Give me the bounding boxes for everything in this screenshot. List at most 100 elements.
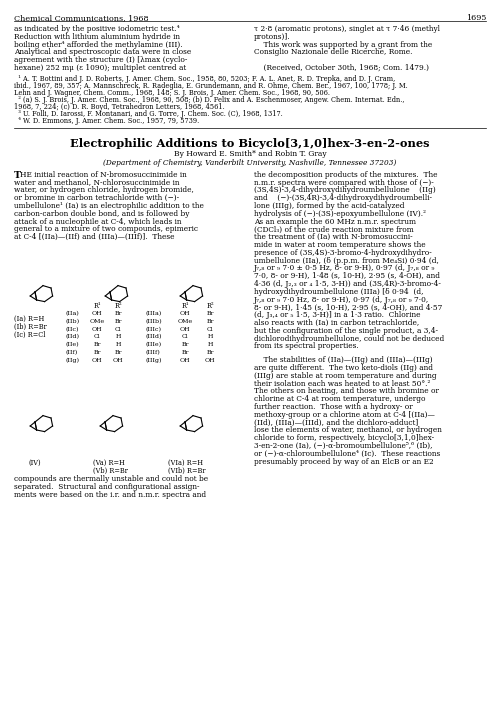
Text: As an example the 60 MHz n.m.r. spectrum: As an example the 60 MHz n.m.r. spectrum xyxy=(254,217,416,225)
Text: (Ib) R=Br: (Ib) R=Br xyxy=(14,323,47,331)
Text: hydrolysis of (−)-(3S)-epoxyumbellulone (IV).²: hydrolysis of (−)-(3S)-epoxyumbellulone … xyxy=(254,210,426,218)
Text: The stabilities of (IIa)—(IIg) and (IIIa)—(IIIg): The stabilities of (IIa)—(IIg) and (IIIa… xyxy=(254,356,432,364)
Text: (IIId): (IIId) xyxy=(145,334,162,339)
Text: lose the elements of water, methanol, or hydrogen: lose the elements of water, methanol, or… xyxy=(254,427,442,435)
Text: HE initial reaction of N-bromosuccinimide in: HE initial reaction of N-bromosuccinimid… xyxy=(20,171,187,179)
Text: (VIb) R=Br: (VIb) R=Br xyxy=(168,467,205,475)
Text: Cl: Cl xyxy=(114,326,121,331)
Text: (IIg): (IIg) xyxy=(65,358,79,363)
Text: presumably proceed by way of an ElcB or an E2: presumably proceed by way of an ElcB or … xyxy=(254,458,434,466)
Text: 3-en-2-one (Ia), (−)-α-bromoumbellulone⁵,⁶ (Ib),: 3-en-2-one (Ia), (−)-α-bromoumbellulone⁵… xyxy=(254,442,432,450)
Text: OH: OH xyxy=(205,358,215,362)
Text: 1695: 1695 xyxy=(466,14,486,22)
Text: Br: Br xyxy=(182,350,188,355)
Text: n.m.r. spectra were compared with those of (−)-: n.m.r. spectra were compared with those … xyxy=(254,178,434,186)
Text: 4·36 (d, J₂,₃ or ₄ 1·5, 3-H)) and (3S,4R)-3-bromo-4-: 4·36 (d, J₂,₃ or ₄ 1·5, 3-H)) and (3S,4R… xyxy=(254,280,441,288)
Text: (IIIf): (IIIf) xyxy=(145,350,160,355)
Text: their isolation each was heated to at least 50°.²: their isolation each was heated to at le… xyxy=(254,380,430,388)
Text: ¹ A. T. Bottini and J. D. Roberts, J. Amer. Chem. Soc., 1958, 80, 5203; F. A. L.: ¹ A. T. Bottini and J. D. Roberts, J. Am… xyxy=(14,75,395,83)
Text: or (−)-α-chloroumbellulone⁴ (Ic).  These reactions: or (−)-α-chloroumbellulone⁴ (Ic). These … xyxy=(254,450,440,458)
Text: ³ U. Folli, D. Iarossi, F. Montanari, and G. Torre, J. Chem. Soc. (C), 1968, 131: ³ U. Folli, D. Iarossi, F. Montanari, an… xyxy=(14,110,283,118)
Text: Br: Br xyxy=(114,311,121,316)
Text: ² (a) S. J. Brois, J. Amer. Chem. Soc., 1968, 90, 508; (b) D. Felix and A. Esche: ² (a) S. J. Brois, J. Amer. Chem. Soc., … xyxy=(14,96,404,104)
Text: (VIa) R=H: (VIa) R=H xyxy=(168,459,203,467)
Text: Consiglio Nazionale delle Ricerche, Rome.: Consiglio Nazionale delle Ricerche, Rome… xyxy=(254,48,412,56)
Text: Analytical and spectroscopic data were in close: Analytical and spectroscopic data were i… xyxy=(14,48,191,56)
Text: but the configuration of the single product, a 3,4-: but the configuration of the single prod… xyxy=(254,327,438,335)
Text: (Ia) R=H: (Ia) R=H xyxy=(14,315,44,323)
Text: ⁴ W. D. Emmons, J. Amer. Chem. Soc., 1957, 79, 5739.: ⁴ W. D. Emmons, J. Amer. Chem. Soc., 195… xyxy=(14,117,199,125)
Text: (d, J₃,₄ or ₅ 1·5, 3-H)] in a 1·3 ratio.  Chlorine: (d, J₃,₄ or ₅ 1·5, 3-H)] in a 1·3 ratio.… xyxy=(254,311,420,319)
Text: chlorine at C-4 at room temperature, undergo: chlorine at C-4 at room temperature, und… xyxy=(254,395,426,403)
Text: hydroxydihydroumbellulone (IIIa) [δ 0·94  (d,: hydroxydihydroumbellulone (IIIa) [δ 0·94… xyxy=(254,288,424,296)
Text: separated.  Structural and configurational assign-: separated. Structural and configurationa… xyxy=(14,483,200,491)
Text: protons)].: protons)]. xyxy=(254,32,290,41)
Text: (IId), (IIIa)—(IIId), and the dichloro-adduct]: (IId), (IIIa)—(IIId), and the dichloro-a… xyxy=(254,419,418,427)
Text: Br: Br xyxy=(114,319,121,323)
Text: Cl: Cl xyxy=(94,334,100,339)
Text: also reacts with (Ia) in carbon tetrachloride,: also reacts with (Ia) in carbon tetrachl… xyxy=(254,319,419,327)
Text: mide in water at room temperature shows the: mide in water at room temperature shows … xyxy=(254,241,426,249)
Text: OH: OH xyxy=(92,326,102,331)
Text: H: H xyxy=(116,342,120,347)
Text: R²: R² xyxy=(206,302,214,310)
Text: ibid., 1967, 89, 357; A. Mannschreck, R. Radeglia, E. Grundemann, and R. Ohme, C: ibid., 1967, 89, 357; A. Mannschreck, R.… xyxy=(14,82,408,90)
Text: OH: OH xyxy=(92,358,102,362)
Text: (IV): (IV) xyxy=(28,459,42,467)
Text: (IIa): (IIa) xyxy=(65,311,79,316)
Text: 7·0, 8- or 9-H), 1·48 (s, 10-H), 2·95 (s, 4-OH), and: 7·0, 8- or 9-H), 1·48 (s, 10-H), 2·95 (s… xyxy=(254,272,440,280)
Text: H: H xyxy=(208,342,212,347)
Text: R²: R² xyxy=(114,302,122,310)
Text: Reduction with lithium aluminium hydride in: Reduction with lithium aluminium hydride… xyxy=(14,32,180,41)
Text: OH: OH xyxy=(113,358,123,362)
Text: (IIb): (IIb) xyxy=(65,319,79,324)
Text: Chemical Communications, 1968: Chemical Communications, 1968 xyxy=(14,14,148,22)
Text: (IIc): (IIc) xyxy=(65,326,78,331)
Text: (IIIa): (IIIa) xyxy=(145,311,161,316)
Text: (Department of Chemistry, Vanderbilt University, Nashville, Tennessee 37203): (Department of Chemistry, Vanderbilt Uni… xyxy=(104,159,397,167)
Text: (3S,4S)-3,4-dihydroxydihydroumbellulone    (IIg): (3S,4S)-3,4-dihydroxydihydroumbellulone … xyxy=(254,186,436,194)
Text: boiling ether⁴ afforded the methylamine (III).: boiling ether⁴ afforded the methylamine … xyxy=(14,40,182,48)
Text: carbon-carbon double bond, and is followed by: carbon-carbon double bond, and is follow… xyxy=(14,210,190,218)
Text: OH: OH xyxy=(180,311,190,316)
Text: This work was supported by a grant from the: This work was supported by a grant from … xyxy=(254,40,432,48)
Text: Br: Br xyxy=(206,311,214,316)
Text: Lehn and J. Wagner, Chem. Comm., 1968, 148; S. J. Brois, J. Amer. Chem. Soc., 19: Lehn and J. Wagner, Chem. Comm., 1968, 1… xyxy=(14,89,330,97)
Text: agreement with the structure (I) [λmax (cyclo-: agreement with the structure (I) [λmax (… xyxy=(14,56,188,64)
Text: compounds are thermally unstable and could not be: compounds are thermally unstable and cou… xyxy=(14,475,208,483)
Text: hexane) 252 mμ (ε 1090); multiplet centred at: hexane) 252 mμ (ε 1090); multiplet centr… xyxy=(14,64,186,72)
Text: umbellulone (IIa), (δ (p.p.m. from Me₄Si) 0·94 (d,: umbellulone (IIa), (δ (p.p.m. from Me₄Si… xyxy=(254,256,439,264)
Text: τ 2·8 (aromatic protons), singlet at τ 7·46 (methyl: τ 2·8 (aromatic protons), singlet at τ 7… xyxy=(254,25,440,33)
Text: H: H xyxy=(208,334,212,339)
Text: chloride to form, respectively, bicyclo[3,1,0]hex-: chloride to form, respectively, bicyclo[… xyxy=(254,434,434,442)
Text: (Received, October 30th, 1968; Com. 1479.): (Received, October 30th, 1968; Com. 1479… xyxy=(254,64,429,72)
Text: (IIIg) are stable at room temperature and during: (IIIg) are stable at room temperature an… xyxy=(254,372,436,380)
Text: Electrophilic Additions to Bicyclo[3,1,0]hex-3-en-2-ones: Electrophilic Additions to Bicyclo[3,1,0… xyxy=(70,138,430,149)
Text: OMe: OMe xyxy=(178,319,192,323)
Text: and    (−)-(3S,4R)-3,4-dihydroxydihydroumbelli-: and (−)-(3S,4R)-3,4-dihydroxydihydroumbe… xyxy=(254,194,432,202)
Text: OH: OH xyxy=(180,358,190,362)
Text: Cl: Cl xyxy=(182,334,188,339)
Text: 8- or 9-H), 1·45 (s, 10-H), 2·95 (s, 4-OH), and 4·57: 8- or 9-H), 1·45 (s, 10-H), 2·95 (s, 4-O… xyxy=(254,303,442,311)
Text: from its spectral properties.: from its spectral properties. xyxy=(254,342,359,350)
Text: Br: Br xyxy=(94,342,100,347)
Text: The others on heating, and those with bromine or: The others on heating, and those with br… xyxy=(254,388,439,396)
Text: umbellulone¹ (Ia) is an electrophilic addition to the: umbellulone¹ (Ia) is an electrophilic ad… xyxy=(14,202,204,210)
Text: Br: Br xyxy=(114,350,121,355)
Text: R¹: R¹ xyxy=(93,302,101,310)
Text: or bromine in carbon tetrachloride with (−)-: or bromine in carbon tetrachloride with … xyxy=(14,194,179,202)
Text: (CDCl₃) of the crude reaction mixture from: (CDCl₃) of the crude reaction mixture fr… xyxy=(254,225,414,233)
Text: ments were based on the i.r. and n.m.r. spectra and: ments were based on the i.r. and n.m.r. … xyxy=(14,491,206,499)
Text: Br: Br xyxy=(94,350,100,355)
Text: H: H xyxy=(116,334,120,339)
Text: general to a mixture of two compounds, epimeric: general to a mixture of two compounds, e… xyxy=(14,225,198,233)
Text: further reaction.  Those with a hydroxy- or: further reaction. Those with a hydroxy- … xyxy=(254,403,413,411)
Text: (Ic) R=Cl: (Ic) R=Cl xyxy=(14,331,46,339)
Text: (IId): (IId) xyxy=(65,334,79,339)
Text: R¹: R¹ xyxy=(181,302,189,310)
Text: dichlorodihydroumbellulone, could not be deduced: dichlorodihydroumbellulone, could not be… xyxy=(254,334,444,343)
Text: T: T xyxy=(14,171,21,180)
Text: as indicated by the positive iodometric test.⁴: as indicated by the positive iodometric … xyxy=(14,25,179,33)
Text: OH: OH xyxy=(92,311,102,316)
Text: 1968, 7, 224; (c) D. R. Boyd, Tetrahedron Letters, 1968, 4561.: 1968, 7, 224; (c) D. R. Boyd, Tetrahedro… xyxy=(14,103,225,110)
